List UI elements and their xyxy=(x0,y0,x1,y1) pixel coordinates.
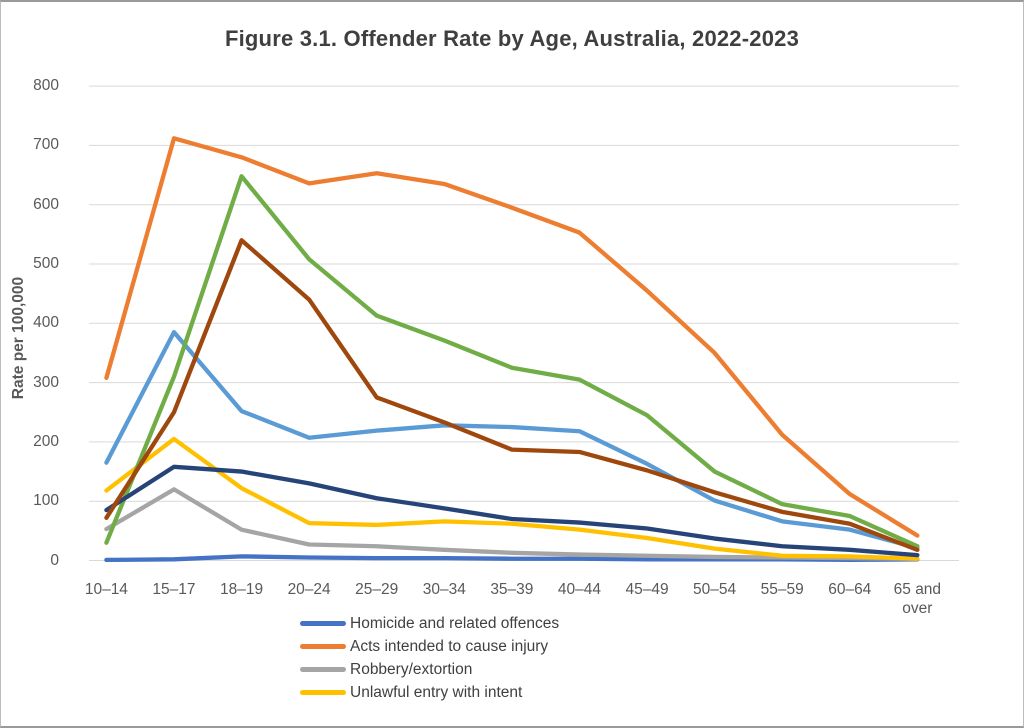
x-tick-label: 25–29 xyxy=(355,581,399,598)
x-tick-label: 50–54 xyxy=(693,581,737,598)
y-tick-label: 300 xyxy=(33,373,59,391)
legend-item: Unlawful entry with intent xyxy=(300,681,559,704)
y-tick-label: 100 xyxy=(33,492,59,510)
legend-swatch xyxy=(300,621,346,626)
x-tick-label: 55–59 xyxy=(760,581,804,598)
legend-swatch xyxy=(300,644,346,649)
y-tick-label: 200 xyxy=(33,432,59,450)
legend-swatch xyxy=(300,667,346,672)
legend-item: Robbery/extortion xyxy=(300,658,559,681)
x-tick-label: 18–19 xyxy=(219,581,264,598)
series-line-unlabelled-series-green- xyxy=(104,174,920,549)
series-line-unlabelled-series-light-blue- xyxy=(104,330,920,551)
legend-label: Homicide and related offences xyxy=(350,614,560,632)
x-tick-label: 45–49 xyxy=(625,581,669,598)
legend-item: Homicide and related offences xyxy=(300,612,559,635)
legend-item: Acts intended to cause injury xyxy=(300,635,559,658)
legend-label: Acts intended to cause injury xyxy=(350,637,549,655)
y-tick-label: 400 xyxy=(33,314,59,332)
legend: Homicide and related offences Acts intend… xyxy=(300,612,559,704)
x-tick-label: 60–64 xyxy=(828,581,872,598)
x-tick-label: 30–34 xyxy=(422,581,466,598)
y-tick-label: 600 xyxy=(33,195,59,213)
y-tick-label: 0 xyxy=(50,551,59,569)
x-tick-label: 40–44 xyxy=(557,581,601,598)
y-tick-label: 500 xyxy=(33,255,59,272)
y-tick-label: 700 xyxy=(33,136,59,154)
y-axis-title: Rate per 100,000 xyxy=(10,276,27,400)
legend-label: Unlawful entry with intent xyxy=(350,683,523,701)
x-tick-label: 65 and over xyxy=(893,581,942,617)
x-tick-label: 20–24 xyxy=(287,581,331,598)
legend-swatch xyxy=(300,690,346,695)
series-line-acts-intended-to-cause-injury xyxy=(104,136,920,538)
legend-label: Robbery/extortion xyxy=(350,660,473,678)
x-tick-label: 15–17 xyxy=(152,581,196,598)
series-line-unlabelled-series-dark-navy- xyxy=(104,464,920,558)
series-line-unlawful-entry-with-intent xyxy=(104,436,920,561)
series-line-unlabelled-series-brown- xyxy=(104,238,920,552)
chart-title: Figure 3.1. Offender Rate by Age, Austra… xyxy=(224,26,800,51)
x-tick-label: 10–14 xyxy=(84,581,128,598)
x-tick-label: 35–39 xyxy=(490,581,534,598)
y-tick-label: 800 xyxy=(33,77,59,95)
